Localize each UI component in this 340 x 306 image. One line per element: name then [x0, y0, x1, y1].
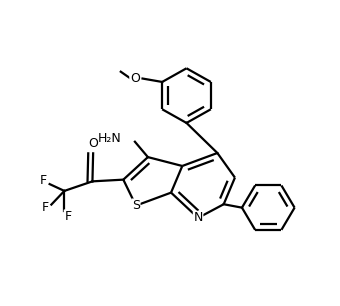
Text: N: N — [193, 211, 203, 224]
Text: S: S — [132, 199, 140, 212]
Text: O: O — [130, 72, 140, 85]
Text: F: F — [41, 201, 49, 215]
Text: F: F — [64, 210, 71, 223]
Text: H₂N: H₂N — [98, 132, 122, 145]
Text: O: O — [88, 137, 98, 150]
Text: F: F — [40, 174, 47, 187]
